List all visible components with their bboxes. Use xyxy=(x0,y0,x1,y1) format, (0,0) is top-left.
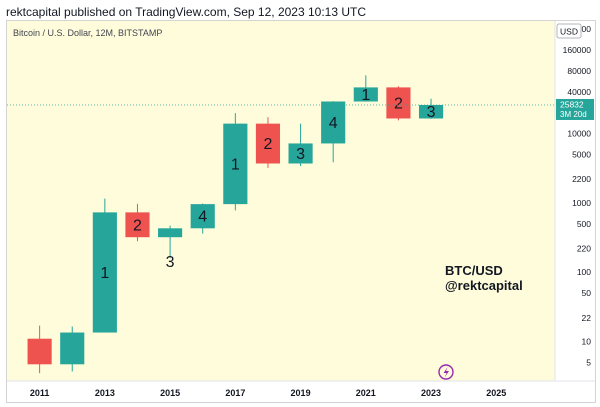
y-tick-label: 1000 xyxy=(572,198,591,208)
candle-2017[interactable] xyxy=(223,113,248,211)
candle-2014[interactable] xyxy=(125,203,150,242)
y-tick-label: 10 xyxy=(582,337,592,347)
y-tick-label: 160000 xyxy=(563,45,592,55)
cycle-label: 3 xyxy=(427,104,436,121)
currency-button[interactable] xyxy=(556,23,582,39)
cycle-label: 2 xyxy=(394,95,403,112)
cycle-label: 1 xyxy=(361,87,370,104)
x-tick-label: 2025 xyxy=(486,388,506,398)
annotation-line1: BTC/USD xyxy=(445,263,503,278)
y-tick-label: 22 xyxy=(582,313,592,323)
cycle-label: 3 xyxy=(296,146,305,163)
candle-2013[interactable] xyxy=(92,198,117,333)
x-tick-label: 2017 xyxy=(225,388,245,398)
annotation-line2: @rektcapital xyxy=(445,278,523,293)
y-tick-label: 100 xyxy=(577,267,591,277)
cycle-label: 2 xyxy=(133,217,142,234)
y-tick-label: 10000 xyxy=(567,129,591,139)
candle-body xyxy=(418,104,444,119)
x-tick-label: 2019 xyxy=(291,388,311,398)
annotation: BTC/USD @rektcapital xyxy=(445,263,523,293)
x-tick-label: 2021 xyxy=(356,388,376,398)
y-tick-label: 40000 xyxy=(567,87,591,97)
plot-background xyxy=(7,21,555,381)
cycle-label: 4 xyxy=(198,209,207,226)
candle-body xyxy=(255,123,281,164)
cycle-label: 4 xyxy=(329,115,338,132)
price-tag-value: 25832 xyxy=(560,99,584,109)
candle-body xyxy=(158,228,183,238)
x-tick-labels: 2011 2013 2015 2017 2019 2021 2023 2025 xyxy=(30,388,506,398)
candle-body xyxy=(27,338,52,365)
currency-label: USD xyxy=(560,27,578,37)
price-tag-countdown: 3M 20d xyxy=(560,110,587,119)
candle-2012[interactable] xyxy=(60,326,85,372)
y-tick-label: 500 xyxy=(577,219,591,229)
y-tick-label: 220 xyxy=(577,243,591,253)
x-tick-label: 2023 xyxy=(421,388,441,398)
candle-2016[interactable] xyxy=(190,203,215,234)
cycle-label: 3 xyxy=(166,254,175,271)
candle-body xyxy=(353,87,378,102)
y-tick-label: 50 xyxy=(582,288,592,298)
candle-2022[interactable] xyxy=(386,86,411,121)
candle-body xyxy=(288,143,313,164)
candle-2015[interactable] xyxy=(158,225,183,259)
candle-body xyxy=(190,204,215,229)
time-axis[interactable]: 2011 2013 2015 2017 2019 2021 2023 2025 xyxy=(7,380,595,402)
x-tick-label: 2013 xyxy=(95,388,115,398)
candles[interactable] xyxy=(27,75,444,374)
candle-body xyxy=(386,87,411,119)
price-axis[interactable]: 3200001600008000040000200001000050002200… xyxy=(554,21,595,381)
candle-2011[interactable] xyxy=(27,325,52,374)
candle-2020[interactable] xyxy=(321,101,346,163)
y-tick-label: 5000 xyxy=(572,149,591,159)
x-tick-label: 2015 xyxy=(160,388,180,398)
candle-body xyxy=(223,123,248,205)
candlestick-chart[interactable]: 1 2 3 4 1 2 3 4 1 2 3 Bitcoin / U.S. Dollar, 12M, … xyxy=(7,21,595,402)
cycle-label: 2 xyxy=(263,136,272,153)
candle-2019[interactable] xyxy=(288,123,313,167)
candle-2018[interactable] xyxy=(255,117,281,168)
candle-body xyxy=(60,332,85,365)
candle-body xyxy=(125,212,150,238)
cycle-labels: 1 2 3 4 1 2 3 4 1 2 3 xyxy=(100,87,435,282)
cycle-label: 1 xyxy=(231,156,240,173)
y-tick-label: 5 xyxy=(586,357,591,367)
price-tag-box xyxy=(556,98,594,120)
y-tick-label: 80000 xyxy=(567,66,591,76)
cycle-label: 1 xyxy=(100,265,109,282)
chart-frame: 1 2 3 4 1 2 3 4 1 2 3 Bitcoin / U.S. Dollar, 12M, … xyxy=(6,20,596,403)
candle-body xyxy=(321,101,346,144)
publish-header: rektcapital published on TradingView.com… xyxy=(6,5,366,19)
candle-2023[interactable] xyxy=(418,98,444,119)
tradingview-logo-icon[interactable] xyxy=(438,364,454,380)
candle-2021[interactable] xyxy=(353,75,378,102)
candle-body xyxy=(92,212,117,333)
x-tick-label: 2011 xyxy=(30,388,50,398)
symbol-info: Bitcoin / U.S. Dollar, 12M, BITSTAMP xyxy=(13,28,162,38)
y-tick-label: 2200 xyxy=(572,174,591,184)
